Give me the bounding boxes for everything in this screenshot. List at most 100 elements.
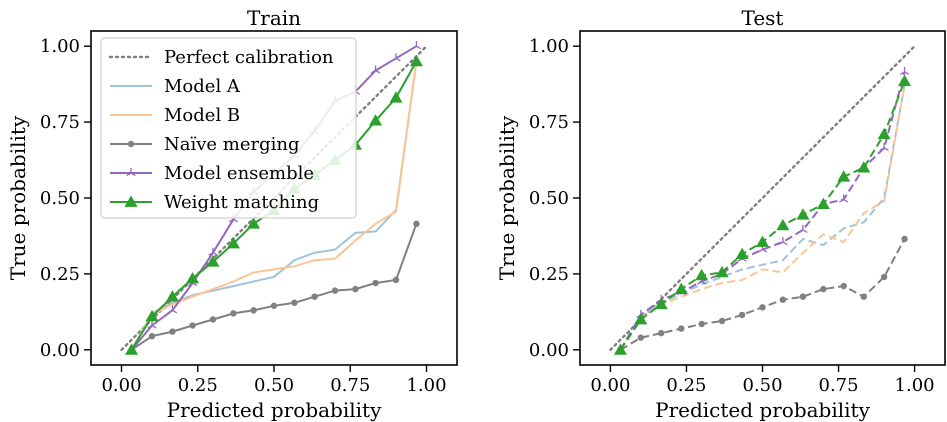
series-na-ve-merging-point	[759, 304, 766, 311]
series-weight-matching-point	[816, 197, 830, 209]
chart-title: Train	[247, 6, 301, 30]
y-tick-label: 0.25	[529, 264, 569, 285]
y-axis-label: True probability	[6, 115, 30, 280]
x-axis-label: Predicted probability	[167, 398, 382, 422]
series-na-ve-merging-point	[392, 276, 400, 284]
series-na-ve-merging-point	[169, 328, 176, 335]
y-tick-label: 0.50	[40, 188, 80, 209]
x-tick-label: 0.25	[178, 375, 218, 396]
y-tick-label: 0.75	[529, 112, 569, 133]
series-na-ve-merging-point	[718, 317, 726, 325]
series-na-ve-merging-point	[840, 282, 847, 290]
series-na-ve-merging-point	[352, 285, 359, 293]
series-weight-matching-point	[674, 282, 688, 294]
series-model-ensemble-point	[839, 194, 849, 203]
series-na-ve-merging-point	[820, 285, 827, 293]
series-model-ensemble-point	[879, 142, 889, 151]
train-panel: 0.00 0.25 0.50 0.75 1.00 0.00 0.25 0.50 0.75 1.00…	[6, 6, 458, 422]
series-na-ve-merging-point	[901, 235, 908, 243]
y-tick-label: 0.25	[40, 264, 80, 285]
series-na-ve-merging-point	[738, 311, 746, 319]
series-weight-matching-point	[796, 208, 810, 220]
series-model-ensemble-point	[411, 41, 422, 50]
series-weight-matching-point	[247, 217, 261, 229]
series-na-ve-merging-point	[678, 325, 685, 332]
series-na-ve-merging-point	[209, 316, 217, 323]
series-weight-matching-point	[389, 91, 403, 103]
series-na-ve-merging-point	[331, 287, 339, 294]
series-weight-matching-point	[369, 114, 383, 126]
x-tick-label: 0.00	[590, 375, 630, 396]
y-tick-label: 0.00	[40, 340, 80, 361]
x-tick-label: 0.25	[666, 375, 706, 396]
series-weight-matching-point	[837, 170, 851, 182]
legend: Perfect calibration Model A Model B Naïve m…	[100, 37, 357, 219]
legend-label: Naïve merging	[164, 134, 300, 155]
legend-box	[100, 37, 357, 219]
series-na-ve-merging-point	[230, 310, 237, 317]
series-na-ve-merging-point	[779, 296, 787, 303]
series-na-ve-merging-point	[250, 307, 257, 314]
test-panel: 0.00 0.25 0.50 0.75 1.00 0.00 0.25 0.50 0.75 1.00…	[495, 6, 946, 422]
series-na-ve-merging-point	[658, 329, 665, 337]
series-model-ensemble-point	[798, 224, 808, 233]
legend-label: Model ensemble	[164, 163, 314, 184]
chart-title: Test	[742, 6, 784, 30]
series-weight-matching-point	[776, 218, 790, 231]
series-weight-matching-point	[613, 343, 627, 355]
series-weight-matching-point	[695, 268, 709, 281]
legend-label: Weight matching	[164, 192, 319, 213]
series-na-ve-merging-point	[291, 299, 298, 306]
series-model-b-line	[619, 85, 906, 351]
x-tick-label: 0.75	[330, 375, 370, 396]
series-weight-matching-point	[654, 297, 668, 310]
series-weight-matching-point	[735, 247, 749, 260]
series-na-ve-merging-point	[270, 302, 278, 309]
y-axis-label: True probability	[495, 115, 519, 280]
y-tick-label: 1.00	[529, 36, 569, 57]
series-na-ve-merging-point	[698, 320, 705, 328]
series-weight-matching-point	[165, 290, 179, 302]
series-na-ve-merging-point	[413, 220, 420, 228]
series-weight-matching-point	[409, 54, 423, 67]
x-tick-label: 0.50	[742, 375, 782, 396]
series-na-ve-merging-point	[311, 293, 318, 300]
legend-label: Model B	[164, 105, 240, 126]
legend-label: Model A	[164, 76, 241, 97]
y-tick-label: 0.00	[529, 340, 569, 361]
legend-marker	[127, 140, 135, 148]
series-na-ve-merging-point	[880, 273, 888, 281]
x-tick-label: 1.00	[406, 375, 446, 396]
x-tick-label: 0.75	[819, 375, 859, 396]
y-tick-label: 0.75	[40, 112, 80, 133]
series-na-ve-merging-point	[860, 293, 867, 300]
x-tick-label: 0.50	[254, 375, 294, 396]
series-weight-matching-point	[898, 74, 912, 86]
series-na-ve-merging-point	[799, 293, 807, 300]
series-weight-matching-point	[186, 271, 200, 284]
series-model-ensemble-point	[370, 65, 381, 74]
series-weight-matching-point	[756, 235, 769, 247]
series-weight-matching-point	[206, 255, 220, 267]
series-model-ensemble-point	[208, 247, 218, 256]
series-weight-matching-point	[145, 309, 159, 322]
legend-marker	[126, 168, 136, 177]
y-tick-label: 0.50	[529, 188, 569, 209]
y-tick-label: 1.00	[40, 36, 80, 57]
series-na-ve-merging-point	[189, 322, 196, 329]
series-model-ensemble-point	[391, 53, 401, 62]
series-model-ensemble-point	[167, 305, 178, 314]
series-weight-matching-point	[226, 237, 240, 249]
series-weight-matching-point	[857, 161, 871, 173]
series-weight-matching-point	[715, 265, 729, 278]
series-na-ve-merging-point	[372, 279, 379, 287]
x-tick-label: 0.00	[101, 375, 141, 396]
series-weight-matching-point	[634, 312, 648, 325]
legend-marker	[124, 195, 138, 207]
x-axis-label: Predicted probability	[655, 398, 870, 422]
series-model-ensemble-line	[619, 71, 906, 351]
series-na-ve-merging-point	[637, 334, 645, 341]
series-model-ensemble-point	[147, 320, 157, 329]
series-na-ve-merging-point	[148, 332, 156, 340]
